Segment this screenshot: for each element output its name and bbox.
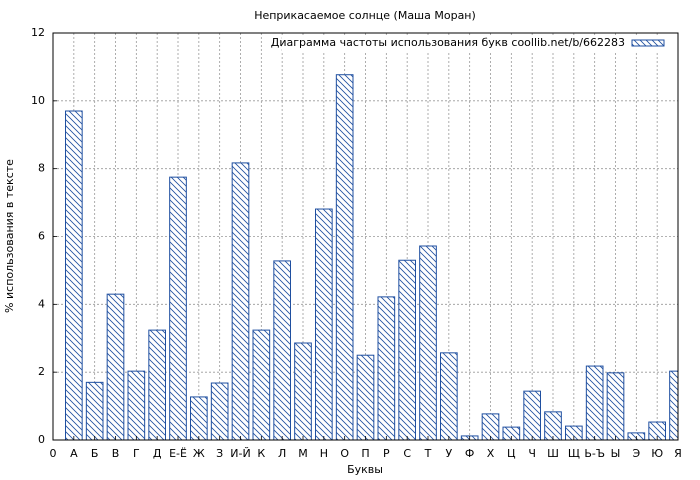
x-tick-label: Ы	[611, 447, 621, 460]
x-tick-label: Ю	[651, 447, 663, 460]
y-axis-label: % использования в тексте	[3, 159, 16, 313]
bar	[190, 396, 208, 440]
x-tick-label: А	[70, 447, 78, 460]
x-tick-label: П	[361, 447, 369, 460]
x-tick-label: Я	[674, 447, 682, 460]
bar	[169, 176, 187, 440]
bar	[585, 365, 604, 440]
x-tick-label: Ч	[528, 447, 536, 460]
bar	[648, 421, 666, 440]
bar	[127, 370, 146, 440]
x-tick-label: Б	[91, 447, 99, 460]
y-tick-label: 6	[38, 230, 45, 243]
bar	[65, 110, 83, 440]
bar	[398, 259, 417, 440]
x-tick-label: Д	[153, 447, 162, 460]
bar	[335, 74, 354, 440]
x-tick-label: С	[403, 447, 411, 460]
x-tick-label: Ж	[193, 447, 205, 460]
x-tick-label: Е-Ё	[169, 447, 187, 460]
bar	[106, 293, 125, 440]
legend: Диаграмма частоты использования букв coo…	[271, 35, 674, 51]
bar	[356, 354, 375, 440]
x-tick-label: Ш	[547, 447, 559, 460]
bar	[523, 390, 541, 440]
bar	[294, 342, 312, 440]
x-tick-label: Э	[632, 447, 640, 460]
bar	[315, 208, 333, 440]
legend-label: Диаграмма частоты использования букв coo…	[271, 36, 625, 49]
bar	[544, 411, 562, 440]
bar	[85, 381, 104, 440]
bar	[377, 296, 396, 440]
bar	[565, 425, 583, 440]
x-tick-label: М	[298, 447, 308, 460]
x-tick-label: Ц	[507, 447, 516, 460]
x-tick-label: И-Й	[230, 447, 250, 460]
legend-swatch	[631, 39, 665, 47]
y-tick-label: 10	[31, 94, 45, 107]
x-tick-label: Т	[424, 447, 432, 460]
y-tick-label: 2	[38, 365, 45, 378]
bar	[210, 382, 229, 440]
y-tick-label: 0	[38, 433, 45, 446]
bar	[419, 245, 437, 440]
x-tick-label: Х	[487, 447, 495, 460]
bar	[231, 162, 250, 440]
x-tick-label: Н	[320, 447, 328, 460]
chart-title: Неприкасаемое солнце (Маша Моран)	[254, 9, 476, 22]
x-tick-label: Г	[133, 447, 140, 460]
y-tick-label: 8	[38, 162, 45, 175]
bar	[440, 352, 458, 440]
x-tick-label: О	[340, 447, 349, 460]
x-tick-label: 0	[50, 447, 57, 460]
legend-box	[282, 35, 674, 51]
x-tick-label: В	[112, 447, 120, 460]
y-tick-label: 12	[31, 26, 45, 39]
bar	[273, 260, 292, 440]
bar	[252, 329, 271, 440]
bars	[65, 74, 678, 440]
x-tick-label: Р	[383, 447, 390, 460]
bar	[669, 370, 678, 440]
y-tick-label: 4	[38, 297, 45, 310]
bar	[606, 372, 625, 440]
x-tick-label: К	[257, 447, 265, 460]
x-tick-label: З	[216, 447, 223, 460]
x-tick-label: Л	[278, 447, 286, 460]
bar	[148, 329, 166, 440]
x-tick-label: Щ	[568, 447, 580, 460]
x-axis-label: Буквы	[347, 463, 383, 476]
x-tick-label: У	[445, 447, 452, 460]
x-tick-label: Ф	[465, 447, 474, 460]
x-tick-label: Ь-Ъ	[584, 447, 605, 460]
